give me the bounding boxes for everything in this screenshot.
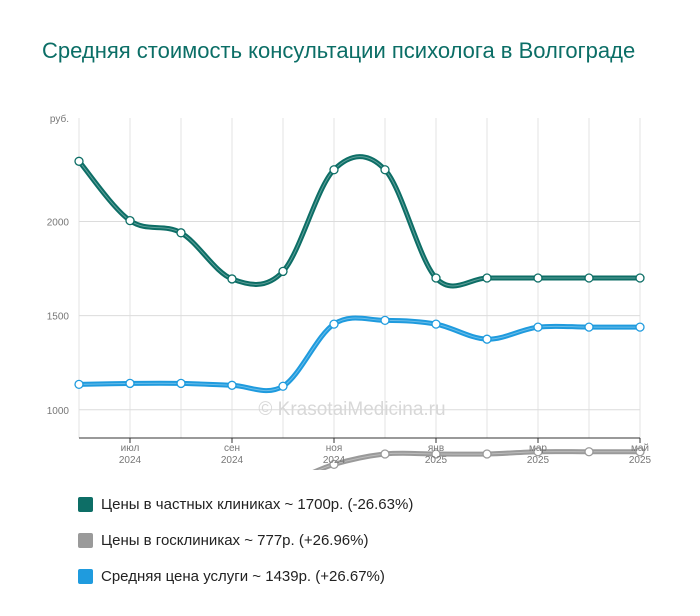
chart-title: Средняя стоимость консультации психолога… [42, 38, 636, 63]
y-tick-label: 1500 [47, 312, 70, 323]
series-line [76, 315, 643, 394]
legend-label: Цены в частных клиниках ~ 1700р. (-26.63… [101, 495, 414, 513]
axis-labels: 100015002000руб.июл2024сен2024ноя2024янв… [47, 113, 652, 466]
legend-swatch [78, 568, 93, 584]
series-line [312, 449, 643, 470]
data-point [125, 215, 135, 226]
series-line-highlight [317, 451, 640, 470]
data-points [74, 156, 645, 470]
legend-item[interactable]: Средняя цена услуги ~ 1439р. (+26.67%) [78, 558, 413, 594]
y-axis-label: руб. [50, 113, 69, 125]
legend-item[interactable]: Цены в частных клиниках ~ 1700р. (-26.63… [78, 486, 413, 522]
x-tick-label: ноя [326, 443, 343, 454]
data-point [431, 319, 441, 329]
series-line-highlight [78, 317, 640, 392]
data-point [482, 449, 492, 459]
legend: Цены в частных клиниках ~ 1700р. (-26.63… [78, 486, 413, 594]
y-tick-label: 2000 [47, 218, 70, 229]
data-point [227, 274, 237, 284]
data-point [380, 315, 390, 326]
data-point [584, 447, 594, 457]
watermark: © KrasotaiMedicina.ru [258, 399, 445, 420]
data-point [227, 380, 237, 390]
legend-swatch [78, 532, 93, 548]
data-point [482, 273, 492, 283]
legend-swatch [78, 496, 93, 512]
data-point [482, 334, 492, 344]
data-point [635, 322, 645, 332]
data-point [431, 449, 441, 459]
data-point [431, 273, 441, 283]
line-chart: © KrasotaiMedicina.ru 1000 1500 2000 руб. ию… [47, 113, 652, 470]
data-point [74, 379, 84, 390]
x-tick-label: май [631, 443, 649, 454]
legend-item[interactable]: Цены в госклиниках ~ 777р. (+26.96%) [78, 522, 413, 558]
data-point [635, 273, 645, 283]
data-point [176, 378, 186, 389]
data-point [584, 273, 594, 283]
data-point [329, 459, 339, 470]
data-point [125, 378, 135, 389]
x-tick-label: 2024 [323, 455, 346, 466]
data-point [533, 447, 543, 457]
legend-label: Цены в госклиниках ~ 777р. (+26.96%) [101, 531, 369, 549]
data-point [329, 165, 339, 175]
x-tick-label: сен [224, 443, 240, 454]
x-tick-label: янв [428, 443, 444, 454]
x-tick-label: 2025 [527, 455, 550, 466]
data-point [278, 381, 288, 391]
data-point [584, 322, 594, 332]
data-point [176, 228, 186, 238]
x-tick-label: 2024 [221, 455, 244, 466]
data-point [635, 447, 645, 457]
y-tick-label: 1000 [47, 406, 70, 417]
data-point [380, 449, 390, 459]
data-point [533, 273, 543, 283]
data-point [380, 165, 390, 175]
data-point [533, 322, 543, 332]
data-point [329, 319, 339, 329]
x-tick-label: 2025 [425, 455, 448, 466]
x-tick-label: 2024 [119, 455, 142, 466]
x-tick-label: мар [529, 443, 547, 454]
data-point [278, 266, 288, 277]
x-tick-label: июл [121, 443, 140, 454]
legend-label: Средняя цена услуги ~ 1439р. (+26.67%) [101, 567, 385, 585]
data-point [74, 156, 84, 166]
x-tick-label: 2025 [629, 455, 652, 466]
series-lines [76, 154, 643, 470]
